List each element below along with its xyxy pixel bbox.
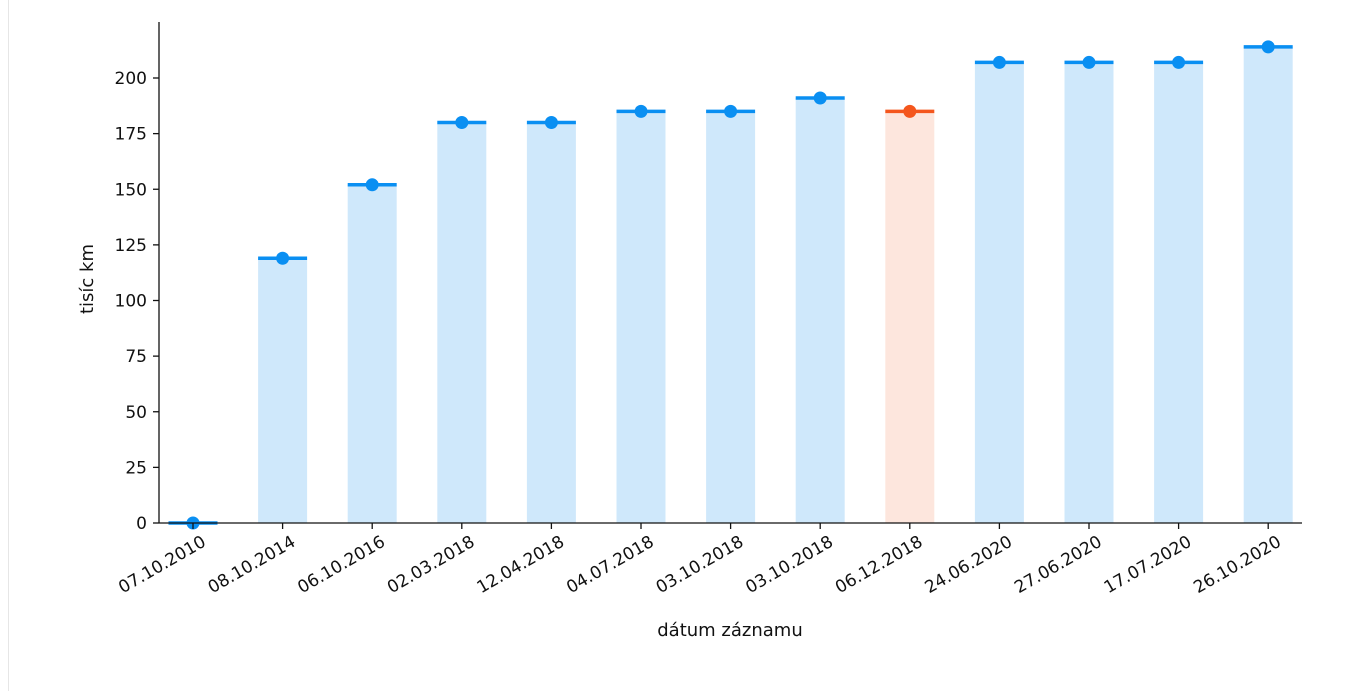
y-tick-label: 200 <box>115 69 147 89</box>
x-tick-label: 26.10.2020 <box>1190 532 1284 598</box>
bar <box>1243 46 1293 523</box>
x-tick-label: 04.07.2018 <box>563 532 657 598</box>
x-tick-label: 06.10.2016 <box>294 532 388 598</box>
x-tick-label: 27.06.2020 <box>1011 532 1105 598</box>
data-point <box>544 116 558 129</box>
frame-left-border <box>8 0 9 691</box>
data-point <box>724 104 738 118</box>
data-point <box>365 178 379 192</box>
x-tick-label: 08.10.2014 <box>205 532 299 598</box>
bar <box>258 258 308 523</box>
bar <box>974 62 1024 524</box>
x-tick-label: 06.12.2018 <box>832 532 926 598</box>
data-point <box>1172 55 1186 69</box>
x-tick-label: 03.10.2018 <box>742 532 836 598</box>
x-tick-label: 07.10.2010 <box>115 532 209 598</box>
y-tick-label: 100 <box>115 292 147 312</box>
y-tick-label: 175 <box>115 125 147 145</box>
data-point <box>1082 55 1096 69</box>
y-tick-label: 50 <box>125 403 147 423</box>
y-ticks-layer: 0 25 50 75 100 125 150 175 200 <box>115 69 159 534</box>
x-tick-label: 12.04.2018 <box>474 532 568 598</box>
bar <box>347 184 397 524</box>
y-tick-label: 125 <box>115 236 147 256</box>
y-tick-label: 75 <box>125 347 147 367</box>
bar <box>795 98 845 524</box>
data-point <box>634 104 648 118</box>
bar <box>526 122 576 523</box>
data-point <box>903 104 917 118</box>
y-tick-label: 0 <box>136 514 147 534</box>
bar <box>1154 62 1204 524</box>
data-point <box>992 55 1006 69</box>
data-point <box>813 91 827 105</box>
x-ticks-layer: 07.10.201008.10.201406.10.201602.03.2018… <box>115 523 1285 598</box>
x-tick-label: 17.07.2020 <box>1101 532 1195 598</box>
data-point <box>455 116 469 129</box>
x-tick-label: 02.03.2018 <box>384 532 478 598</box>
x-tick-label: 24.06.2020 <box>922 532 1016 598</box>
bar <box>616 111 666 523</box>
bar <box>1064 62 1114 524</box>
bar <box>885 111 935 523</box>
bar <box>437 122 487 523</box>
x-tick-label: 03.10.2018 <box>653 532 747 598</box>
bars-layer <box>168 40 1293 530</box>
data-point <box>1261 40 1275 54</box>
x-axis-label: dátum záznamu <box>657 620 803 641</box>
bar <box>706 111 756 523</box>
y-tick-label: 150 <box>115 180 147 200</box>
y-tick-label: 25 <box>125 458 147 478</box>
data-point <box>276 251 290 265</box>
y-axis-label: tisíc km <box>77 244 98 314</box>
